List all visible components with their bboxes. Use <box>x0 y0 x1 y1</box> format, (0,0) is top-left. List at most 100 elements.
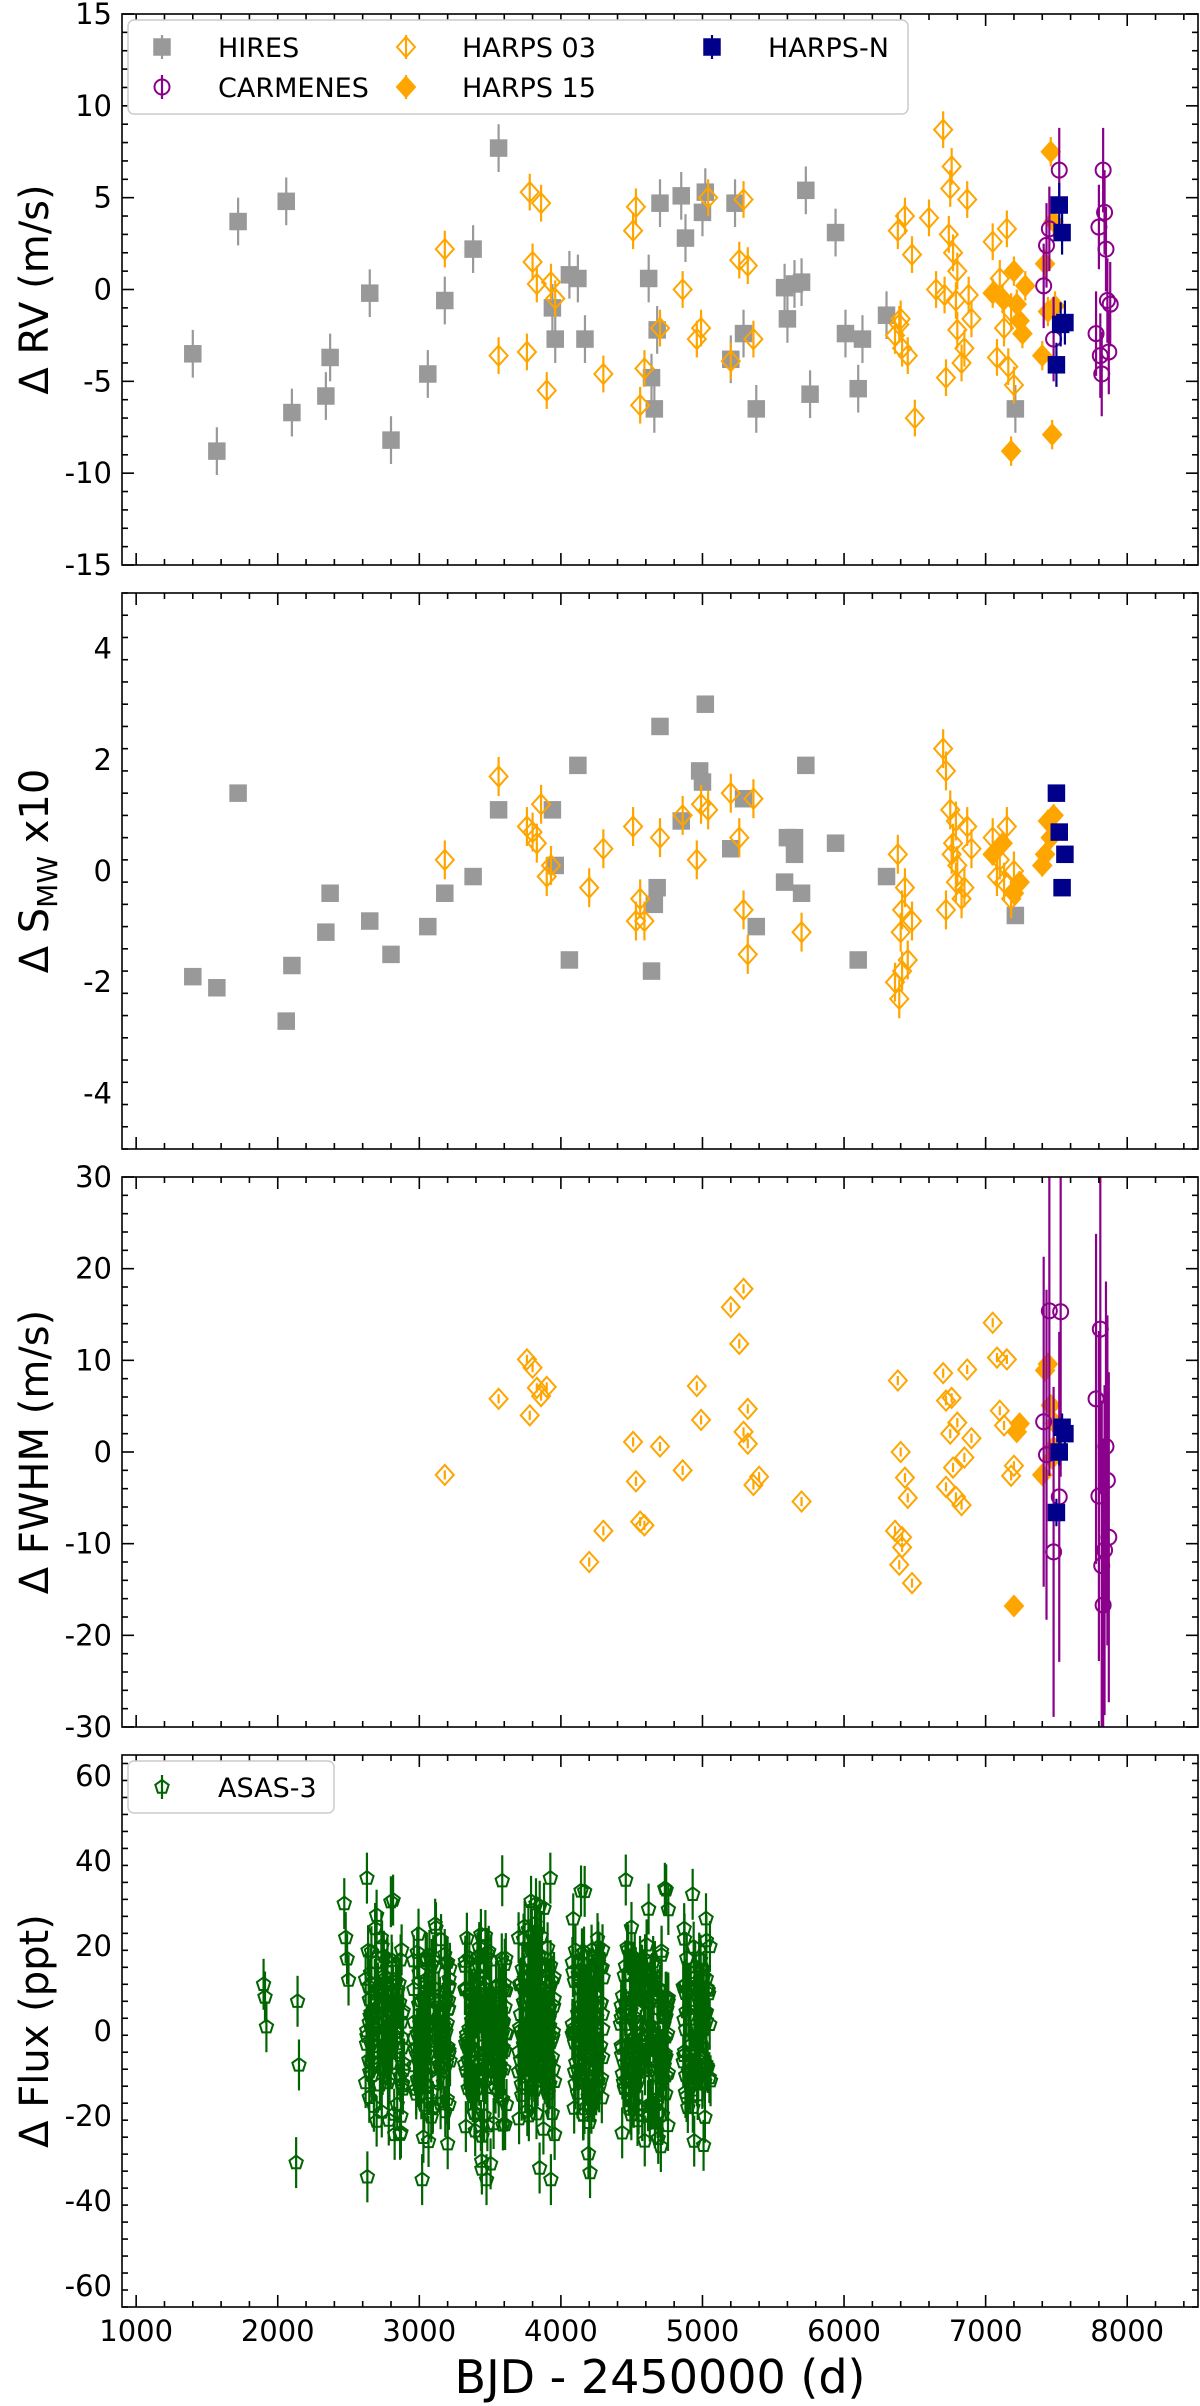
data-point <box>836 324 855 343</box>
data-point <box>436 884 454 902</box>
data-point <box>434 1463 456 1487</box>
data-point <box>526 2068 542 2084</box>
data-point <box>622 815 644 839</box>
data-point <box>1003 1454 1025 1478</box>
data-point <box>649 1435 671 1458</box>
data-point <box>657 2009 674 2025</box>
data-point <box>733 1420 754 1444</box>
data-point <box>258 2018 275 2034</box>
data-point <box>1006 906 1025 925</box>
legend-entry: HIRES <box>153 33 299 64</box>
data-point <box>649 826 671 850</box>
data-point <box>569 269 587 288</box>
data-point <box>614 2124 630 2140</box>
data-point <box>638 1936 655 1952</box>
data-point <box>625 909 647 933</box>
data-point <box>535 2120 552 2136</box>
data-point <box>574 2065 591 2080</box>
data-point <box>458 2118 474 2134</box>
data-point <box>797 181 815 200</box>
data-point <box>897 344 919 368</box>
data-point <box>901 243 923 267</box>
data-point <box>954 1446 975 1469</box>
data-point <box>616 2079 633 2094</box>
y-tick-label: 60 <box>75 1759 112 1793</box>
data-point <box>439 2091 456 2106</box>
data-point <box>641 1994 658 2010</box>
data-point <box>536 379 558 403</box>
data-point <box>657 1880 673 1895</box>
data-point <box>570 2070 587 2086</box>
data-point <box>1056 1424 1074 1443</box>
data-point <box>536 1375 558 1399</box>
data-point <box>942 1456 964 1480</box>
data-point <box>392 2126 408 2141</box>
data-point <box>1097 1438 1115 1455</box>
data-point <box>208 979 226 997</box>
data-point <box>580 2145 597 2161</box>
data-point <box>696 695 715 713</box>
legend-marker <box>395 35 417 59</box>
data-point <box>651 194 669 212</box>
data-point <box>792 273 811 291</box>
data-point <box>515 1930 532 1946</box>
data-point <box>373 2103 390 2119</box>
data-point <box>431 2013 447 2029</box>
data-point <box>1053 878 1071 897</box>
y-tick-label: 4 <box>94 632 112 666</box>
data-point <box>434 237 456 261</box>
data-point <box>658 1988 675 2004</box>
y-tick-label: -20 <box>65 2099 112 2133</box>
data-point <box>1087 325 1105 343</box>
series-harps-n <box>1047 1413 1074 1527</box>
data-point <box>693 2018 710 2034</box>
data-point <box>593 362 614 386</box>
data-point <box>1035 1413 1053 1431</box>
data-point <box>728 1332 750 1356</box>
legend-marker <box>703 38 721 56</box>
series-harps-n <box>1047 182 1074 387</box>
data-point <box>526 831 548 855</box>
data-point <box>1050 1443 1069 1461</box>
data-point <box>1047 784 1066 802</box>
data-point <box>620 2082 637 2097</box>
data-point <box>578 876 600 900</box>
data-point <box>1047 356 1066 374</box>
data-point <box>543 801 562 819</box>
data-point <box>434 848 456 872</box>
data-point <box>826 223 845 242</box>
data-point <box>536 1900 552 1915</box>
data-point <box>644 1970 660 1986</box>
data-point <box>437 1992 454 2008</box>
data-point <box>685 1938 702 1954</box>
data-point <box>464 867 482 886</box>
data-point <box>1096 203 1114 221</box>
series-harps-15 <box>982 803 1064 905</box>
data-point <box>472 1967 488 1983</box>
data-point <box>389 2096 406 2112</box>
data-point <box>582 2164 598 2180</box>
data-point <box>925 278 947 301</box>
data-point <box>737 254 759 278</box>
data-point <box>849 951 867 969</box>
data-point <box>891 1535 913 1559</box>
data-point <box>690 1408 712 1432</box>
data-point <box>993 870 1015 894</box>
data-point <box>383 1951 400 1967</box>
data-point <box>1038 236 1056 254</box>
data-point <box>283 403 301 422</box>
data-point <box>1093 365 1111 383</box>
data-point <box>1050 161 1068 179</box>
data-point <box>945 870 967 894</box>
data-point <box>884 1519 906 1543</box>
y-tick-label: 5 <box>94 181 112 215</box>
y-tick-label: -15 <box>65 548 112 582</box>
data-point <box>954 876 975 900</box>
y-tick-label: 0 <box>94 2014 112 2048</box>
data-point <box>419 917 437 936</box>
data-point <box>462 1985 479 2001</box>
data-point <box>530 1384 552 1408</box>
data-point <box>540 853 562 877</box>
data-point <box>410 1995 427 2011</box>
data-point <box>982 842 1004 866</box>
